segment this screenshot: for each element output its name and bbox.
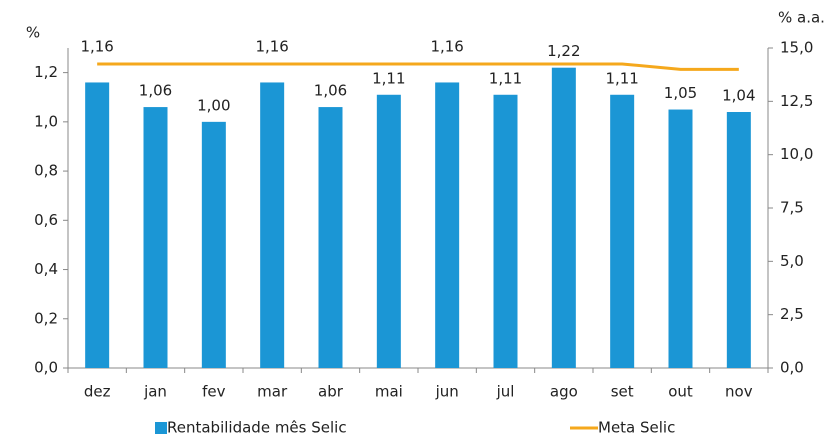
y2-tick-label: 5,0 [780,252,804,270]
data-label: 1,16 [255,38,288,56]
x-tick-label: mai [375,383,403,401]
bar [318,107,343,369]
x-tick-label: nov [725,383,753,401]
x-tick-label: dez [84,383,111,401]
y2-axis-label: % a.a. [778,9,825,27]
bar [668,109,693,369]
y2-tick-label: 12,5 [780,92,813,110]
y2-tick-label: 2,5 [780,305,804,323]
y2-tick-label: 0,0 [780,359,804,377]
x-tick-label: jan [143,383,167,401]
x-tick-label: jun [435,383,459,401]
y-tick-label: 0,8 [34,162,58,180]
y-tick-label: 1,2 [34,63,58,81]
data-label: 1,22 [547,42,580,60]
y-tick-label: 0,6 [34,211,58,229]
data-label: 1,06 [139,82,172,100]
bar [610,94,635,369]
legend-label: Rentabilidade mês Selic [167,419,347,437]
data-label: 1,16 [80,38,113,56]
bar [551,67,576,368]
y-tick-label: 1,0 [34,112,58,130]
legend-label: Meta Selic [598,419,675,437]
data-label: 1,11 [372,69,405,87]
bar [493,94,518,369]
x-tick-label: abr [318,383,344,401]
x-tick-label: out [668,383,693,401]
data-label: 1,11 [605,69,638,87]
x-tick-label: ago [550,383,578,401]
bar [201,121,226,368]
y2-tick-label: 15,0 [780,39,813,57]
x-tick-label: jul [496,383,515,401]
x-tick-label: fev [202,383,226,401]
line [97,62,739,71]
y-tick-label: 0,0 [34,359,58,377]
bar [726,112,751,368]
legend-swatch [155,422,167,434]
data-label: 1,00 [197,96,230,114]
bar [260,82,285,368]
y2-tick-label: 7,5 [780,199,804,217]
data-label: 1,11 [489,69,522,87]
y2-tick-label: 10,0 [780,145,813,163]
bar [435,82,460,368]
y-tick-label: 0,2 [34,309,58,327]
data-label: 1,04 [722,87,755,105]
y-tick-label: 0,4 [34,260,58,278]
data-label: 1,16 [430,38,463,56]
y-axis-label: % [26,24,40,42]
bar [143,107,168,369]
data-label: 1,06 [314,82,347,100]
data-label: 1,05 [664,84,697,102]
bar [376,94,401,369]
x-tick-label: mar [257,383,288,401]
x-tick-label: set [611,383,634,401]
bar [85,82,110,368]
